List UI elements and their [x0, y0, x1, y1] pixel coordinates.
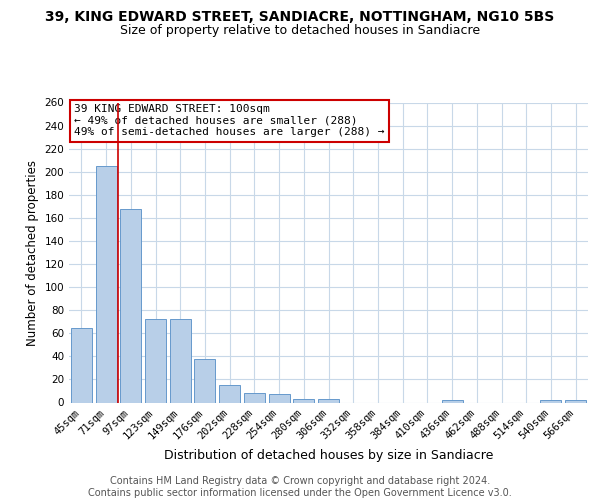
Bar — [194, 358, 215, 403]
Text: Contains HM Land Registry data © Crown copyright and database right 2024.
Contai: Contains HM Land Registry data © Crown c… — [88, 476, 512, 498]
Bar — [565, 400, 586, 402]
Bar — [318, 399, 339, 402]
Bar — [293, 399, 314, 402]
Bar — [541, 400, 562, 402]
Bar — [269, 394, 290, 402]
Bar — [120, 208, 141, 402]
Bar — [145, 320, 166, 402]
Bar — [244, 394, 265, 402]
Text: 39 KING EDWARD STREET: 100sqm
← 49% of detached houses are smaller (288)
49% of : 39 KING EDWARD STREET: 100sqm ← 49% of d… — [74, 104, 385, 137]
Bar — [442, 400, 463, 402]
Bar — [219, 385, 240, 402]
Text: 39, KING EDWARD STREET, SANDIACRE, NOTTINGHAM, NG10 5BS: 39, KING EDWARD STREET, SANDIACRE, NOTTI… — [46, 10, 554, 24]
X-axis label: Distribution of detached houses by size in Sandiacre: Distribution of detached houses by size … — [164, 450, 493, 462]
Y-axis label: Number of detached properties: Number of detached properties — [26, 160, 39, 346]
Bar — [170, 320, 191, 402]
Bar — [71, 328, 92, 402]
Text: Size of property relative to detached houses in Sandiacre: Size of property relative to detached ho… — [120, 24, 480, 37]
Bar — [95, 166, 116, 402]
